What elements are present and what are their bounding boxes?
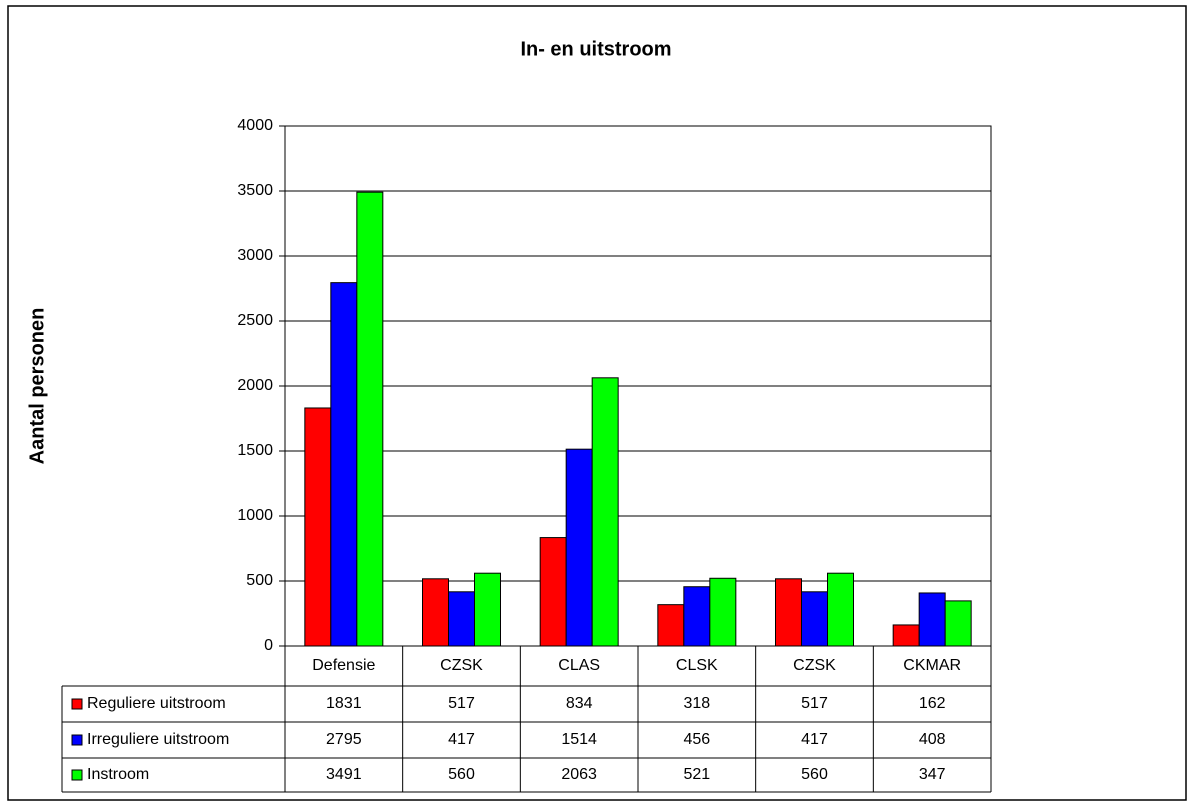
table-value: 517 xyxy=(801,695,828,712)
bar xyxy=(827,572,854,647)
table-value: 456 xyxy=(683,731,710,748)
bar xyxy=(944,600,972,647)
x-tick-label: CZSK xyxy=(440,657,483,674)
table-value: 1514 xyxy=(561,731,597,748)
legend-label: Instroom xyxy=(87,766,149,783)
table-value: 1831 xyxy=(326,695,362,712)
y-tick-label: 2000 xyxy=(237,377,273,394)
bar xyxy=(918,592,946,647)
legend-label: Irreguliere uitstroom xyxy=(87,731,229,748)
table-value: 417 xyxy=(448,731,475,748)
table-value: 408 xyxy=(919,731,946,748)
x-tick-label: CKMAR xyxy=(903,657,961,674)
y-tick-label: 3500 xyxy=(237,182,273,199)
bar xyxy=(892,624,920,647)
y-tick-label: 4000 xyxy=(237,117,273,134)
x-tick-label: CLAS xyxy=(558,657,600,674)
table-value: 517 xyxy=(448,695,475,712)
legend-swatch xyxy=(71,698,83,710)
bar xyxy=(591,377,619,647)
table-value: 417 xyxy=(801,731,828,748)
x-tick-label: CLSK xyxy=(676,657,718,674)
bar xyxy=(775,578,802,647)
y-tick-label: 0 xyxy=(264,637,273,654)
x-tick-label: CZSK xyxy=(793,657,836,674)
table-value: 347 xyxy=(919,766,946,783)
chart-title: In- en uitstroom xyxy=(520,38,671,60)
table-value: 2795 xyxy=(326,731,362,748)
bar xyxy=(683,586,711,647)
table-value: 318 xyxy=(683,695,710,712)
bar xyxy=(474,572,501,647)
y-tick-label: 1500 xyxy=(237,442,273,459)
bar xyxy=(539,537,567,647)
table-value: 162 xyxy=(919,695,946,712)
table-value: 521 xyxy=(683,766,710,783)
bar xyxy=(657,604,685,647)
y-axis-title: Aantal personen xyxy=(26,308,48,465)
table-value: 560 xyxy=(448,766,475,783)
bar xyxy=(801,591,828,647)
legend-label: Reguliere uitstroom xyxy=(87,695,226,712)
y-tick-label: 2500 xyxy=(237,312,273,329)
table-value: 2063 xyxy=(561,766,597,783)
y-tick-label: 3000 xyxy=(237,247,273,264)
table-value: 3491 xyxy=(326,766,362,783)
legend-swatch xyxy=(71,769,83,781)
bar xyxy=(422,578,449,647)
bar xyxy=(709,577,737,647)
bar xyxy=(356,191,384,647)
bar xyxy=(565,448,593,647)
bar xyxy=(304,407,332,647)
legend-swatch xyxy=(71,734,83,746)
table-value: 560 xyxy=(801,766,828,783)
bar xyxy=(330,282,358,647)
table-value: 834 xyxy=(566,695,593,712)
x-tick-label: Defensie xyxy=(312,657,375,674)
bar xyxy=(448,591,475,647)
y-tick-label: 1000 xyxy=(237,507,273,524)
y-tick-label: 500 xyxy=(246,572,273,589)
